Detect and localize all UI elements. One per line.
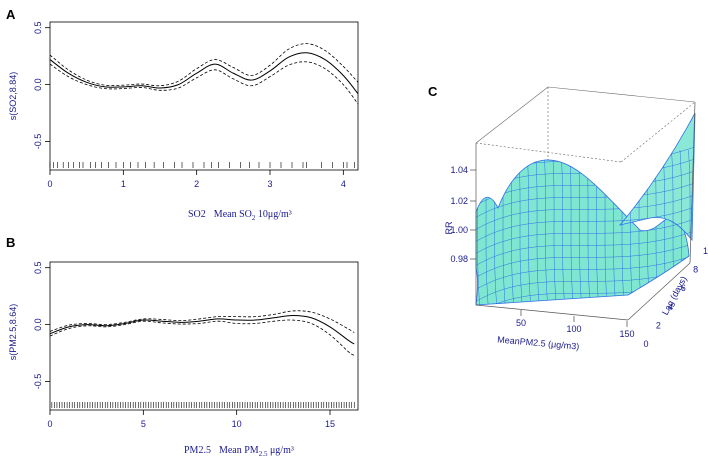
curve-lower_ci xyxy=(49,319,355,356)
mesh-line xyxy=(560,149,568,305)
panel-a-x-desc-pre: Mean SO xyxy=(214,209,252,220)
y-tick-label: 4 xyxy=(668,302,673,312)
panel-b: B s(PM2.5,8.64) -0.5 0.0 0.5 0 5 10 15 PM2.5 M… xyxy=(6,235,359,458)
y-tick-label: 10 xyxy=(703,246,708,256)
panel-a-curves xyxy=(49,43,359,105)
panel-a-x-desc-post: 10μg/m³ xyxy=(255,209,291,220)
panel-b-curves xyxy=(49,310,355,356)
panel-c-z-ticks: 0.98 1.00 1.02 1.04 xyxy=(450,165,476,264)
x-tick-label: 2 xyxy=(194,179,199,189)
panel-c-surface-back-fill xyxy=(618,112,696,242)
y-tick-label: -0.5 xyxy=(33,134,43,150)
x-tick-label: 1 xyxy=(121,179,126,189)
mesh-line xyxy=(662,149,670,305)
z-tick-label: 1.02 xyxy=(450,196,468,206)
z-tick-label: 0.98 xyxy=(450,254,468,264)
y-tick-label: 0.5 xyxy=(33,261,43,274)
panel-c-y-axis-label: Lag (days) xyxy=(660,274,689,316)
panel-b-rug xyxy=(51,402,355,408)
panel-a-y-ticks: -0.5 0.0 0.5 xyxy=(33,21,50,149)
curve-lower_ci xyxy=(49,61,359,105)
panel-c-x-ticks: 50 100 150 xyxy=(516,310,635,339)
curve-upper_ci xyxy=(49,310,355,333)
panel-a-letter: A xyxy=(6,7,16,22)
panel-b-plot-frame xyxy=(49,261,359,411)
panel-b-x-desc-post: μg/m³ xyxy=(267,445,293,456)
panel-a-x-ticks: 0 1 2 3 4 xyxy=(47,170,346,189)
panel-c-surface-fill xyxy=(475,159,690,306)
y-tick-label: 0.5 xyxy=(33,21,43,34)
panel-a-x-var: SO2 xyxy=(188,209,206,220)
mesh-line xyxy=(476,180,695,222)
panel-b-y-ticks: -0.5 0.0 0.5 xyxy=(33,261,50,389)
y-tick-label: 0 xyxy=(643,339,648,349)
mesh-line xyxy=(476,204,695,246)
y-tick-label: 0.0 xyxy=(33,78,43,91)
panel-b-letter: B xyxy=(6,235,15,250)
x-tick-label: 150 xyxy=(619,329,634,339)
panel-b-y-axis-label: s(PM2.5,8.64) xyxy=(8,304,18,361)
mesh-line xyxy=(697,150,703,330)
curve-estimate xyxy=(49,315,355,345)
mesh-line xyxy=(569,149,576,305)
z-tick-label: 1.04 xyxy=(450,165,468,175)
panel-b-x-ticks: 0 5 10 15 xyxy=(47,410,335,429)
mesh-line xyxy=(552,149,559,305)
y-tick-label: 0.0 xyxy=(33,318,43,331)
panel-c: C RR 0.9 xyxy=(428,84,708,352)
z-tick-label: 1.00 xyxy=(450,225,468,235)
panel-a-y-axis-label: s(SO2,8.84) xyxy=(8,72,18,121)
x-tick-label: 0 xyxy=(47,419,52,429)
mesh-line xyxy=(671,149,678,305)
panel-b-x-desc-sub: 2.5 xyxy=(259,450,268,458)
mesh-line xyxy=(476,192,695,234)
mesh-line xyxy=(535,149,542,305)
curve-upper_ci xyxy=(49,43,359,87)
panel-c-z-axis-label: RR xyxy=(444,221,454,234)
panel-b-x-desc-pre: Mean PM xyxy=(219,445,259,456)
mesh-line xyxy=(688,149,695,305)
mesh-line xyxy=(476,240,695,282)
panel-a: A s(SO2,8.84) -0.5 0.0 0.5 0 1 2 3 4 SO2 Mean S… xyxy=(6,7,359,222)
panel-c-surface xyxy=(475,112,703,330)
x-tick-label: 5 xyxy=(141,419,146,429)
panel-a-x-axis-label: SO2 Mean SO2 10μg/m³ xyxy=(188,209,292,222)
mesh-line xyxy=(476,252,695,294)
x-tick-label: 3 xyxy=(267,179,272,189)
x-tick-label: 15 xyxy=(325,419,335,429)
panel-b-x-var: PM2.5 xyxy=(184,445,211,456)
mesh-line xyxy=(476,228,695,270)
mesh-line xyxy=(526,149,534,305)
x-tick-label: 50 xyxy=(516,318,526,328)
panel-b-x-axis-label: PM2.5 Mean PM2.5 μg/m³ xyxy=(184,445,294,458)
panel-c-x-axis-label: MeanPM2.5 (μg/m3) xyxy=(497,334,580,351)
curve-estimate xyxy=(49,52,359,95)
panel-a-x-desc-sub: 2 xyxy=(252,214,256,222)
panel-a-plot-frame xyxy=(49,21,359,171)
panel-c-letter: C xyxy=(428,84,438,99)
x-tick-label: 0 xyxy=(47,179,52,189)
y-tick-label: -0.5 xyxy=(33,374,43,390)
y-tick-label: 6 xyxy=(681,283,686,293)
y-tick-label: 2 xyxy=(656,320,661,330)
y-tick-label: 8 xyxy=(693,265,698,275)
x-tick-label: 4 xyxy=(341,179,346,189)
x-tick-label: 10 xyxy=(232,419,242,429)
mesh-line xyxy=(679,149,687,305)
mesh-line xyxy=(543,149,551,305)
mesh-line xyxy=(476,216,695,258)
x-tick-label: 100 xyxy=(566,324,581,334)
panel-a-rug xyxy=(49,162,355,168)
